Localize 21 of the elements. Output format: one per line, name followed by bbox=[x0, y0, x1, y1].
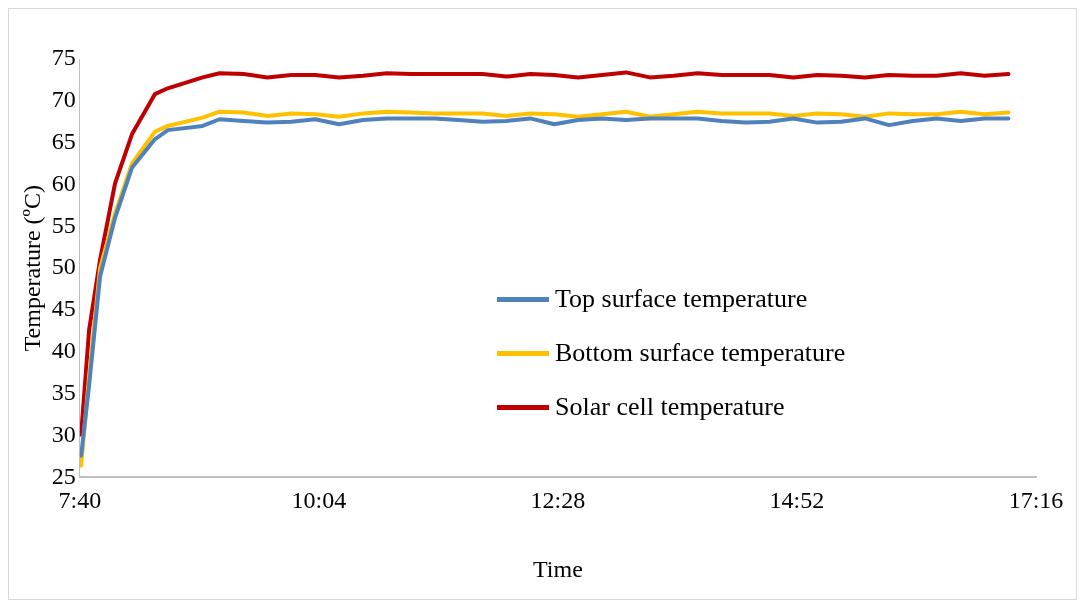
y-tick-label: 30 bbox=[51, 420, 76, 447]
y-tick-label: 60 bbox=[51, 169, 76, 196]
x-axis-title: Time bbox=[532, 555, 583, 582]
legend-label: Top surface temperature bbox=[555, 284, 808, 314]
y-tick-label: 35 bbox=[51, 379, 76, 406]
y-tick-label: 40 bbox=[51, 337, 76, 364]
legend-label: Bottom surface temperature bbox=[555, 338, 846, 368]
y-tick-label: 25 bbox=[51, 462, 76, 489]
x-tick-label: 7:40 bbox=[58, 487, 102, 514]
y-tick-label: 45 bbox=[51, 295, 76, 322]
y-tick-label: 70 bbox=[51, 86, 76, 113]
y-tick-label: 75 bbox=[51, 44, 76, 71]
legend-label: Solar cell temperature bbox=[555, 392, 785, 422]
x-tick-label: 14:52 bbox=[769, 487, 825, 514]
y-tick-label: 55 bbox=[51, 211, 76, 238]
x-tick-label: 12:28 bbox=[530, 487, 586, 514]
x-tick-label: 10:04 bbox=[291, 487, 347, 514]
x-tick-label: 17:16 bbox=[1008, 487, 1064, 514]
y-tick-label: 50 bbox=[51, 253, 76, 280]
y-tick-label: 65 bbox=[51, 127, 76, 154]
y-axis-title: Temperature (ºC) bbox=[18, 185, 45, 352]
